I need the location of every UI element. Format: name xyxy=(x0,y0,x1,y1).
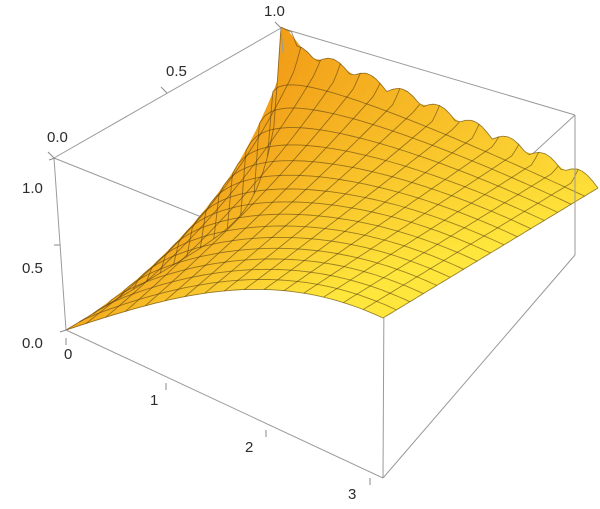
surface-mesh xyxy=(65,26,599,331)
x-tick-label-1: 1 xyxy=(150,392,158,409)
mesh-line-constant-x xyxy=(204,104,421,294)
z-tick-label-0: 0.0 xyxy=(22,335,43,352)
x-tick-label-3: 3 xyxy=(348,486,356,503)
mesh-line-constant-x xyxy=(164,83,381,302)
mesh-line-constant-x xyxy=(224,105,440,292)
y-tick-label-0: 0.0 xyxy=(47,129,68,146)
mesh-line-constant-x xyxy=(105,59,322,318)
mesh-line-constant-x xyxy=(184,88,401,297)
x-tick-label-2: 2 xyxy=(245,439,253,456)
y-tick-label-1: 0.5 xyxy=(166,63,187,80)
z-tick-label-1: 0.5 xyxy=(22,260,43,277)
tick-marks xyxy=(47,21,371,485)
mesh-line-constant-x xyxy=(85,46,302,324)
mesh-line-constant-x xyxy=(303,144,520,294)
z-tick-label-2: 1.0 xyxy=(22,180,43,197)
mesh-line-constant-x xyxy=(263,124,480,290)
mesh-line-constant-x xyxy=(244,121,460,290)
x-tick-label-0: 0 xyxy=(64,346,72,363)
mesh-line-constant-x xyxy=(125,63,341,312)
mesh-line-constant-x xyxy=(65,27,282,331)
mesh-line-constant-x xyxy=(382,187,599,319)
mesh-line-constant-x xyxy=(323,152,539,298)
mesh-line-constant-x xyxy=(144,73,361,307)
mesh-line-constant-x xyxy=(362,169,579,310)
bounding-box-front xyxy=(65,27,576,479)
mesh-line-constant-x xyxy=(283,136,500,291)
mesh-line-constant-x xyxy=(343,165,559,303)
y-tick-label-2: 1.0 xyxy=(264,3,285,20)
